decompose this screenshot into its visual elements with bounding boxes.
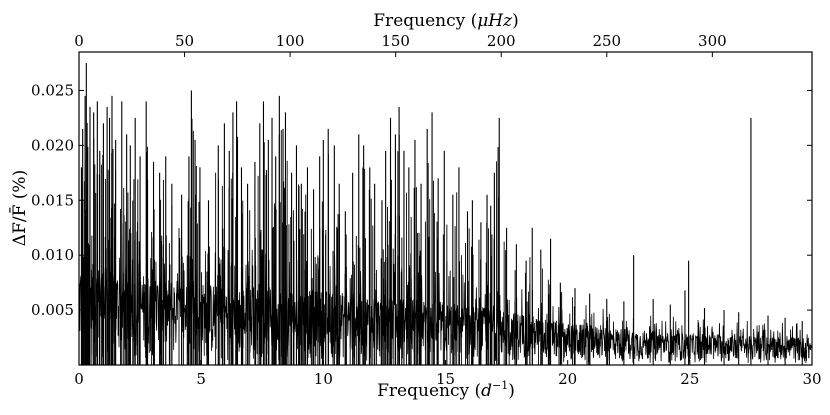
secondary-x-tick-label: 50 xyxy=(175,32,194,50)
x-tick-label: 0 xyxy=(74,370,84,388)
y-tick-label: 0.025 xyxy=(31,81,74,99)
y-axis-label: ΔF/F̄ (%) xyxy=(8,170,30,246)
spectrum-data xyxy=(78,62,813,365)
secondary-x-tick-label: 0 xyxy=(74,32,84,50)
secondary-x-tick-label: 250 xyxy=(592,32,621,50)
y-tick-label: 0.005 xyxy=(31,301,74,319)
x-tick-label: 10 xyxy=(314,370,333,388)
secondary-x-tick-label: 150 xyxy=(381,32,410,50)
y-tick-label: 0.020 xyxy=(31,136,74,154)
x-tick-label: 25 xyxy=(680,370,699,388)
axes: 0 5 10 15 20 25 300 50 100 150 200 250 3000.0050.010… xyxy=(31,32,822,388)
secondary-x-tick-label: 200 xyxy=(487,32,516,50)
y-tick-label: 0.010 xyxy=(31,246,74,264)
x-axis-label: Frequency (d−1) xyxy=(377,379,515,401)
x-tick-label: 20 xyxy=(558,370,577,388)
x-tick-label: 30 xyxy=(802,370,821,388)
secondary-x-tick-label: 100 xyxy=(276,32,305,50)
y-tick-label: 0.015 xyxy=(31,191,74,209)
x-tick-label: 5 xyxy=(196,370,206,388)
x-tick-label: 15 xyxy=(436,370,455,388)
secondary-x-tick-label: 300 xyxy=(698,32,727,50)
secondary-x-axis-label: Frequency (μHz) xyxy=(373,11,518,31)
